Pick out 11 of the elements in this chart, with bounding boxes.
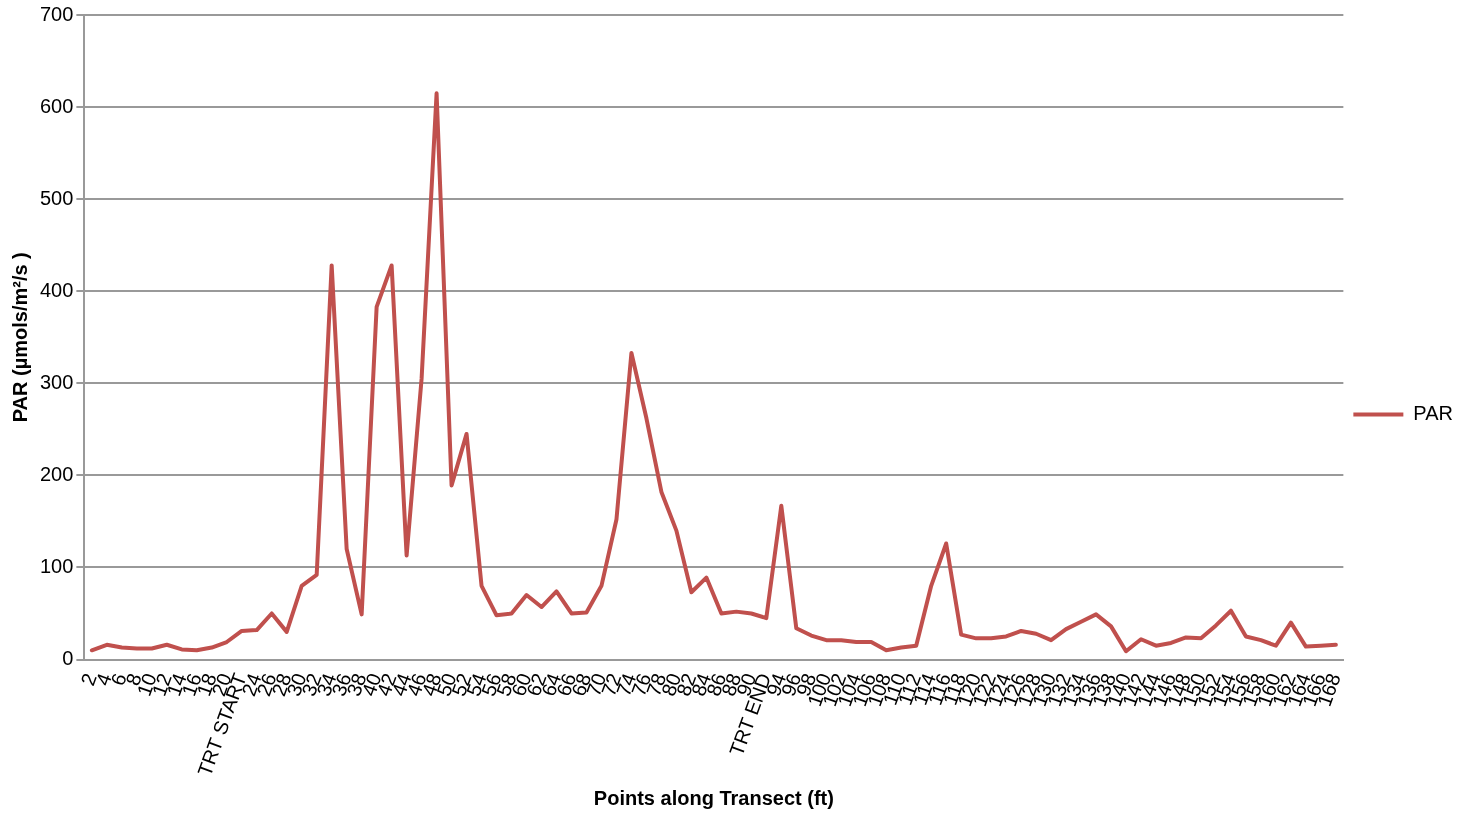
y-tick-label: 100 (39, 554, 74, 577)
y-tick-label: 500 (39, 186, 74, 209)
y-tick-label: 200 (39, 462, 74, 485)
y-tick-label: 600 (39, 94, 74, 117)
y-tick-label: 0 (62, 647, 74, 670)
y-axis-title: PAR (µmols/m²/s ) (8, 252, 31, 423)
x-axis-title: Points along Transect (ft) (593, 786, 834, 809)
y-tick-label: 400 (39, 278, 74, 301)
y-tick-label: 300 (39, 370, 74, 393)
legend-label: PAR (1413, 402, 1453, 425)
y-tick-label: 700 (39, 2, 74, 25)
